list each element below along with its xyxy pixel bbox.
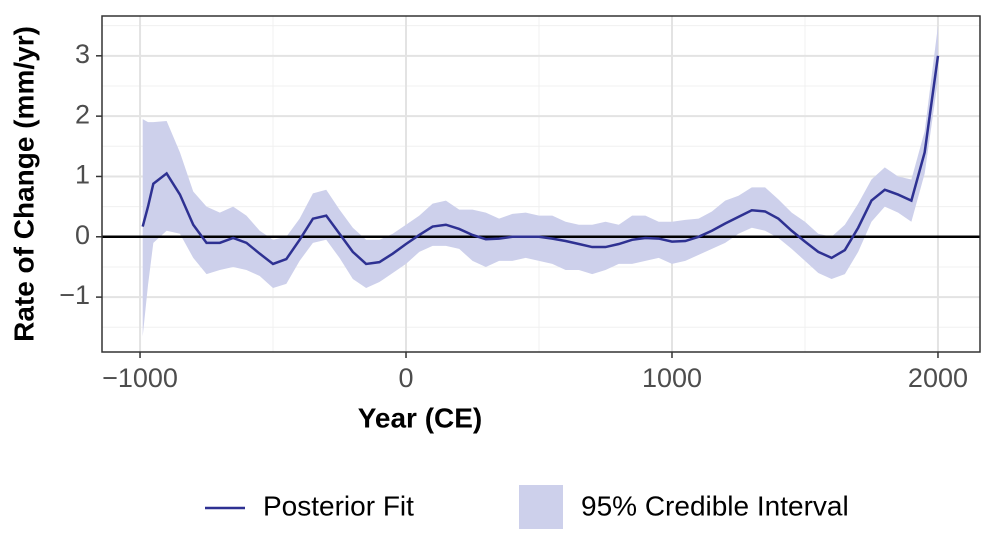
x-tick-label: −1000 — [102, 363, 178, 393]
legend-swatch — [519, 485, 563, 529]
x-axis-label: Year (CE) — [358, 402, 483, 433]
x-tick-label: 0 — [398, 363, 413, 393]
credible-band — [142, 25, 938, 337]
y-axis-label: Rate of Change (mm/yr) — [8, 26, 39, 342]
y-tick-label: 3 — [75, 39, 90, 69]
legend-label: Posterior Fit — [263, 490, 414, 521]
panel-border — [101, 15, 981, 353]
y-tick-label: 2 — [75, 99, 90, 129]
fit-line — [141, 55, 940, 266]
y-tick-label: −1 — [59, 280, 90, 310]
x-tick-label: 2000 — [908, 363, 968, 393]
legend-label: 95% Credible Interval — [581, 490, 849, 521]
x-tick-label: 1000 — [642, 363, 702, 393]
y-tick-label: 0 — [75, 220, 90, 250]
y-tick-label: 1 — [75, 160, 90, 190]
